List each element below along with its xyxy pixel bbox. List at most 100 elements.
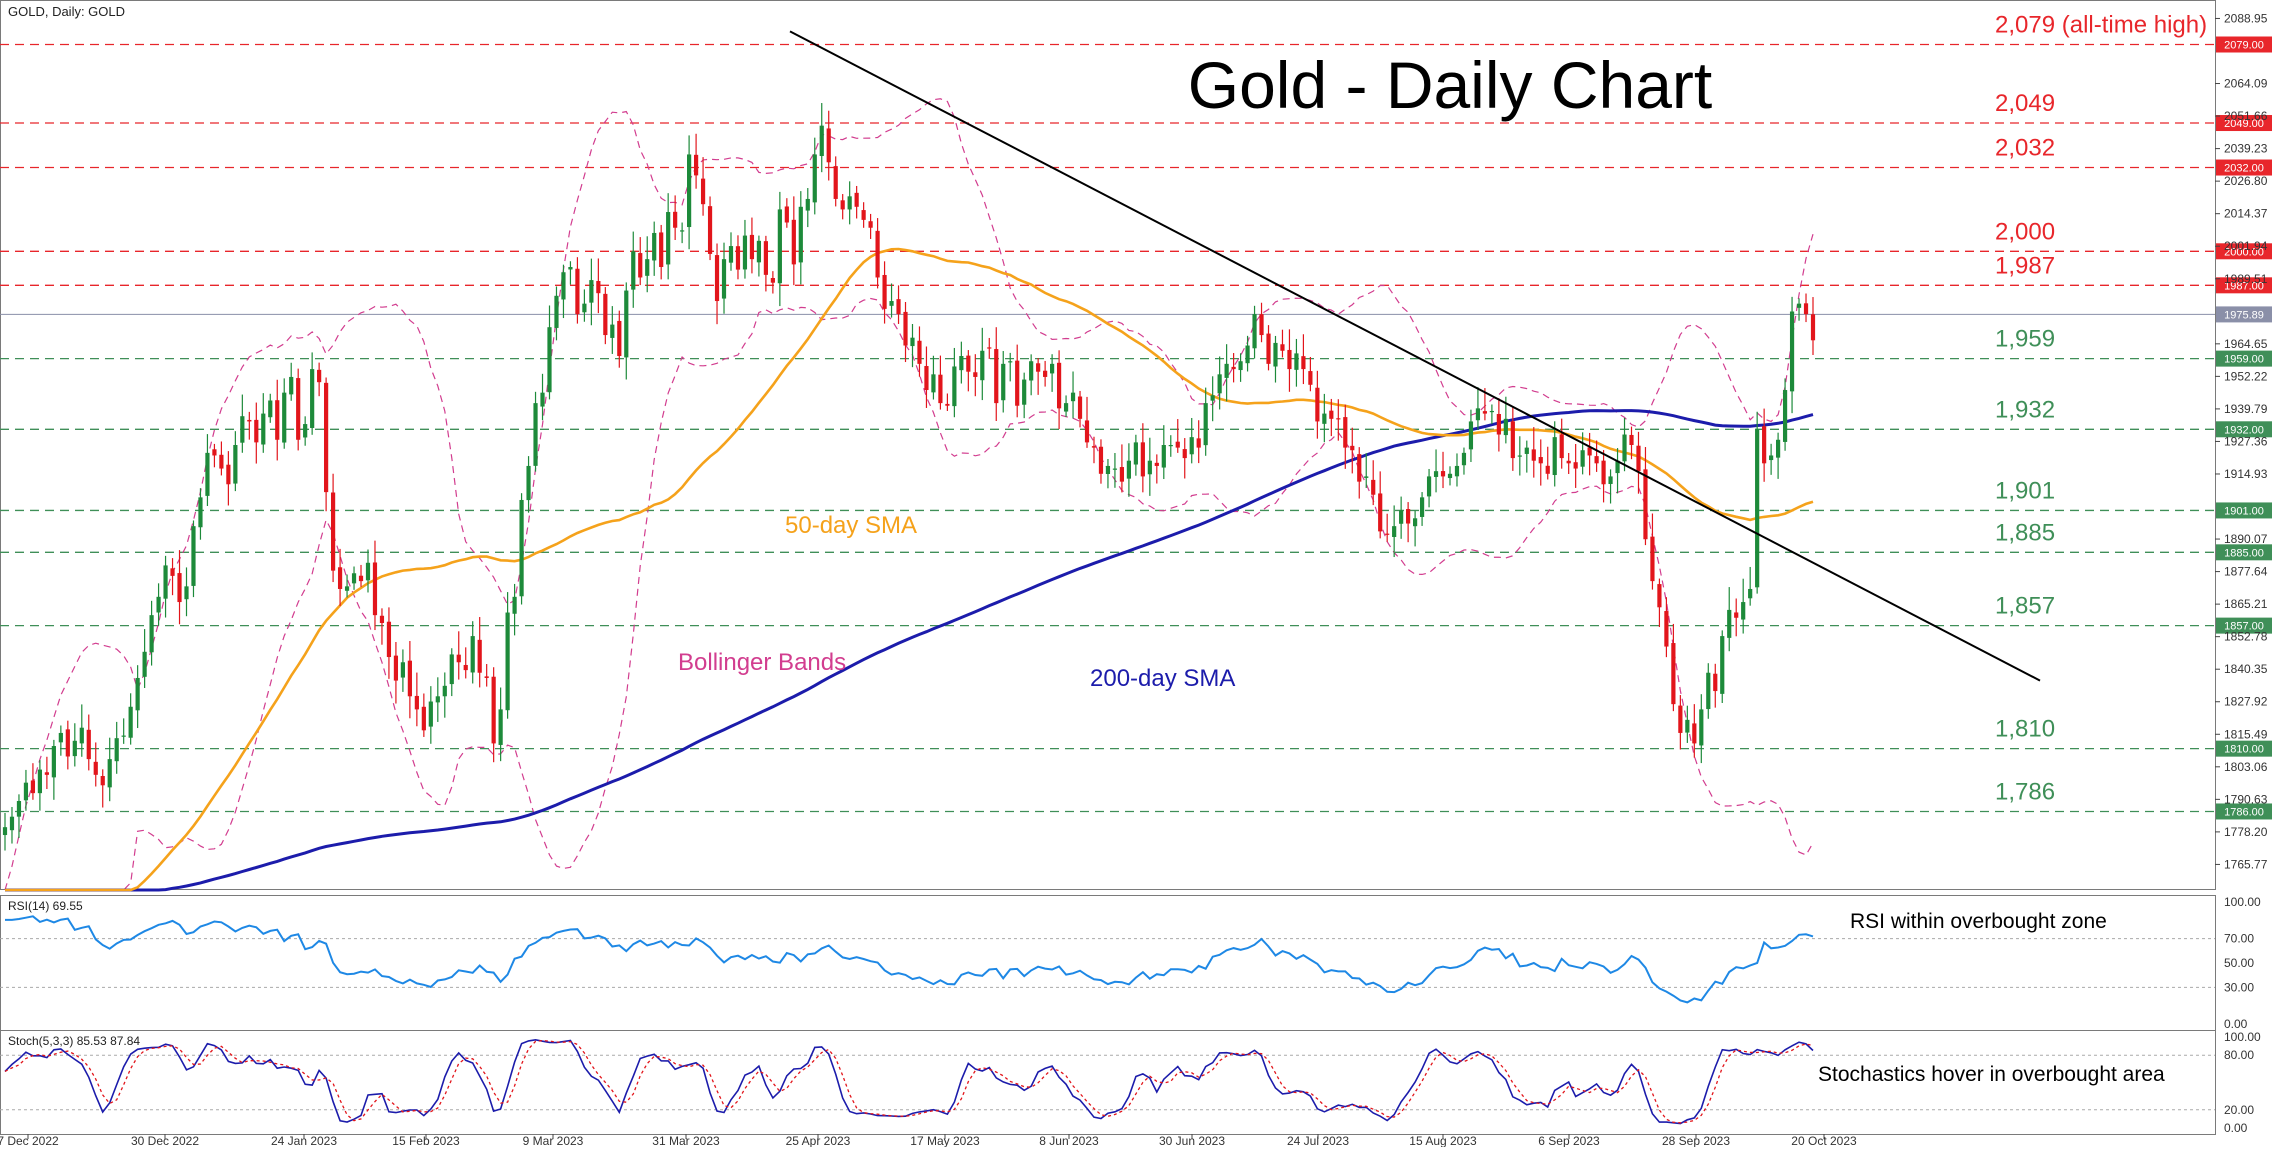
candle-body	[219, 454, 224, 469]
candle-body	[1775, 439, 1781, 458]
candle-body	[128, 706, 133, 738]
candle	[707, 196, 713, 261]
candle-body	[1098, 446, 1104, 474]
candle	[44, 756, 49, 789]
level-price-box	[2216, 159, 2272, 176]
candle-body	[1468, 421, 1474, 450]
candle	[812, 137, 817, 215]
candle-body	[1105, 465, 1111, 474]
candle	[819, 103, 824, 173]
level-price-box-label: 2079.00	[2224, 40, 2264, 52]
candle-body	[1154, 462, 1159, 466]
candle-body	[945, 403, 950, 406]
y-tick-label: 1803.06	[2224, 760, 2268, 774]
candle	[854, 185, 859, 219]
candle	[791, 196, 796, 286]
candle-body	[1447, 473, 1453, 479]
candle-body	[1015, 360, 1020, 406]
candle-body	[1699, 709, 1704, 746]
x-tick-label: 15 Feb 2023	[392, 1134, 460, 1147]
candle	[1231, 353, 1236, 383]
candle	[1112, 452, 1118, 488]
candle	[498, 687, 503, 762]
candle	[896, 285, 901, 324]
candle	[505, 592, 510, 719]
candle-body	[1538, 457, 1543, 464]
candle	[51, 739, 56, 800]
candle	[798, 191, 803, 285]
candle	[868, 213, 873, 239]
x-tick-label: 20 Oct 2023	[1791, 1134, 1857, 1147]
candle-body	[142, 651, 147, 677]
x-tick-label: 31 Mar 2023	[652, 1134, 720, 1147]
candle	[1266, 325, 1271, 371]
candle-body	[1482, 411, 1488, 414]
candle-body	[1210, 395, 1215, 401]
candle-body	[1280, 344, 1285, 351]
candle	[631, 231, 636, 308]
stoch-note: Stochastics hover in overbought area	[1818, 1063, 2165, 1086]
candle-body	[610, 324, 615, 338]
candle	[400, 649, 405, 692]
candle	[1140, 423, 1145, 493]
candle-body	[456, 654, 461, 663]
candle-body	[372, 562, 378, 616]
level-price-box	[2216, 36, 2272, 53]
axis-layer: 2088.95 2064.09 2051.66 2039.23 2026.80 2014.…	[0, 11, 2268, 1148]
candle	[638, 237, 643, 286]
candle	[1399, 496, 1404, 539]
candle	[449, 648, 454, 697]
candle-body	[1399, 510, 1404, 524]
level-price-box-label: 2032.00	[2224, 163, 2264, 175]
main-panel-frame	[0, 0, 2216, 890]
candle-body	[58, 732, 63, 743]
candle	[847, 181, 852, 225]
candle-body	[1043, 370, 1048, 377]
candle	[1426, 468, 1432, 508]
candle	[1734, 598, 1739, 637]
candle-body	[882, 274, 887, 309]
candle-body	[2, 827, 8, 836]
candle	[1727, 587, 1732, 652]
y-tick-label: 2001.94	[2224, 239, 2268, 253]
candle-body	[519, 499, 524, 597]
candle	[386, 607, 392, 679]
x-tick-label: 30 Jun 2023	[1159, 1134, 1225, 1147]
candle	[65, 720, 70, 770]
candle	[219, 441, 224, 476]
candle-body	[889, 301, 894, 306]
candle-body	[393, 655, 399, 681]
candle-body	[1517, 455, 1522, 457]
candle-body	[798, 206, 803, 263]
candle	[379, 608, 385, 645]
candle	[1364, 453, 1369, 488]
candle	[344, 574, 350, 598]
candle	[875, 218, 880, 289]
candle-body	[714, 255, 720, 302]
candle-body	[1608, 476, 1613, 484]
candle	[156, 583, 161, 626]
candle	[184, 567, 189, 617]
candle-body	[191, 526, 196, 586]
candle	[1091, 436, 1097, 464]
candle	[840, 194, 845, 220]
candle-body	[93, 761, 98, 775]
candle-body	[1133, 442, 1138, 465]
candle	[79, 704, 84, 757]
candle-body	[289, 376, 294, 395]
candle-body	[1440, 471, 1446, 477]
y-tick-label: 2039.23	[2224, 142, 2268, 156]
candle	[1755, 411, 1760, 594]
candle-body	[512, 596, 517, 614]
candle	[540, 373, 545, 421]
candle	[603, 287, 608, 345]
candle-body	[386, 621, 392, 658]
y-tick-label: 1877.64	[2224, 565, 2268, 579]
y-tick-label: 2064.09	[2224, 77, 2268, 91]
candle-body	[1734, 612, 1739, 618]
candle	[93, 742, 98, 787]
candle	[1189, 417, 1194, 464]
y-tick-label: 1815.49	[2224, 727, 2268, 741]
candle-body	[1615, 460, 1620, 474]
candle-body	[756, 240, 762, 263]
